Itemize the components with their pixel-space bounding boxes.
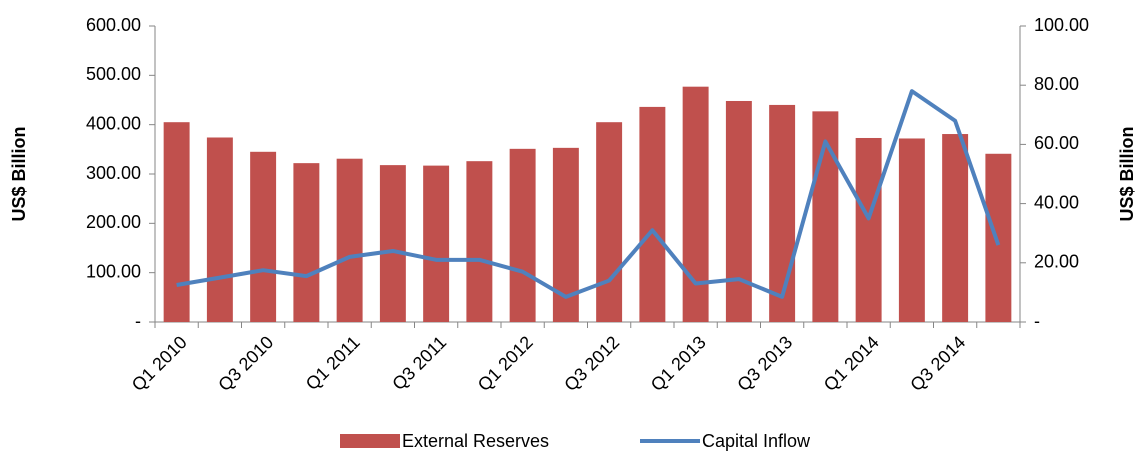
- y2-tick-label: -: [1034, 311, 1040, 331]
- bar: [898, 138, 925, 322]
- x-tick-label: Q3 2011: [388, 332, 450, 394]
- x-tick-label: Q1 2013: [647, 332, 710, 395]
- x-tick-label: Q3 2010: [214, 332, 277, 395]
- y-tick-label: 300.00: [86, 163, 141, 183]
- y-axis-title: US$ Billion: [9, 126, 29, 221]
- bar: [725, 100, 752, 322]
- y2-tick-label: 60.00: [1034, 133, 1079, 153]
- bar: [163, 122, 190, 322]
- y-tick-label: -: [135, 311, 141, 331]
- bar: [379, 165, 406, 322]
- bar: [509, 148, 536, 322]
- y2-tick-label: 20.00: [1034, 252, 1079, 272]
- y2-tick-label: 40.00: [1034, 192, 1079, 212]
- bar: [423, 165, 450, 322]
- bar: [206, 137, 233, 322]
- y2-tick-label: 80.00: [1034, 74, 1079, 94]
- bar: [293, 163, 320, 322]
- bar: [639, 106, 666, 322]
- bar: [769, 104, 796, 322]
- x-tick-label: Q1 2012: [474, 332, 537, 395]
- bar: [942, 134, 969, 322]
- x-tick-label: Q1 2014: [820, 332, 883, 395]
- bar: [250, 151, 277, 322]
- y2-tick-label: 100.00: [1034, 15, 1089, 35]
- x-tick-label: Q1 2010: [128, 332, 191, 395]
- bar: [682, 86, 709, 323]
- bar: [596, 122, 623, 322]
- y-tick-label: 600.00: [86, 15, 141, 35]
- bar: [985, 153, 1012, 322]
- y-tick-label: 100.00: [86, 261, 141, 281]
- legend-swatch: [340, 434, 400, 448]
- legend-label: Capital Inflow: [702, 431, 811, 451]
- x-tick-label: Q3 2014: [906, 332, 969, 395]
- y2-axis-title: US$ Billion: [1117, 126, 1137, 221]
- x-tick-label: Q3 2013: [733, 332, 796, 395]
- legend-label: External Reserves: [402, 431, 549, 451]
- y-tick-label: 400.00: [86, 113, 141, 133]
- bar: [336, 158, 363, 322]
- bar: [855, 137, 882, 322]
- bar: [466, 161, 493, 322]
- y-tick-label: 500.00: [86, 64, 141, 84]
- x-tick-label: Q1 2011: [302, 332, 364, 394]
- line: [176, 89, 1001, 299]
- x-tick-label: Q3 2012: [560, 332, 623, 395]
- y-tick-label: 200.00: [86, 212, 141, 232]
